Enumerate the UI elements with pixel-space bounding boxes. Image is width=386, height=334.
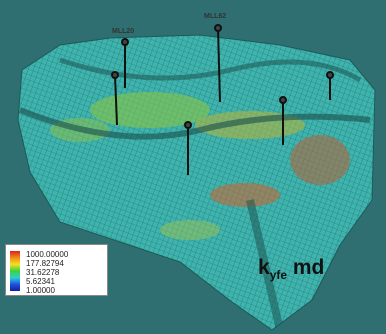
well-head: [327, 72, 333, 78]
legend-label: 177.82794: [26, 259, 64, 268]
property-symbol: k: [258, 256, 270, 279]
visualization-screen: MLL20 MLL62 1000.00000 177.82794 31.6227…: [0, 0, 386, 334]
legend-label: 1000.00000: [26, 250, 68, 259]
well-label: MLL20: [112, 28, 134, 35]
color-legend: 1000.00000 177.82794 31.62278 5.62341 1.…: [5, 244, 108, 296]
well-head: [215, 25, 221, 31]
well-head: [112, 72, 118, 78]
well-label: MLL62: [204, 13, 226, 20]
well-head: [122, 39, 128, 45]
well-head: [280, 97, 286, 103]
property-label: kyfe md: [258, 256, 324, 282]
legend-label: 5.62341: [26, 277, 55, 286]
legend-label: 31.62278: [26, 268, 59, 277]
legend-label: 1.00000: [26, 286, 55, 295]
well-head: [185, 122, 191, 128]
property-unit: md: [293, 256, 325, 279]
color-bar: [10, 251, 20, 291]
property-subscript: yfe: [270, 268, 287, 282]
